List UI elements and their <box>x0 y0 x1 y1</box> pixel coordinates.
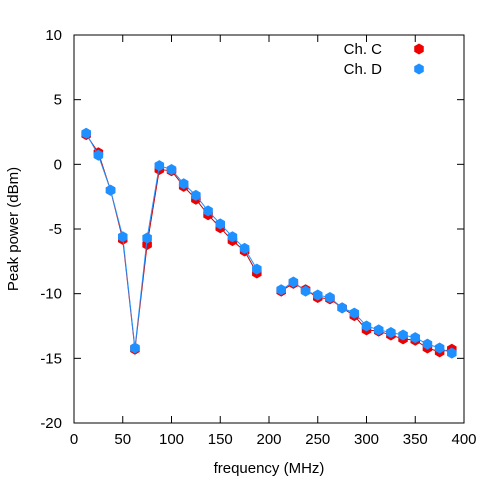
data-point <box>337 302 347 314</box>
data-point <box>386 326 396 338</box>
x-tick-label: 350 <box>403 431 428 448</box>
data-point <box>288 276 299 288</box>
data-point <box>117 231 128 243</box>
y-tick-label: 5 <box>54 92 62 109</box>
data-point <box>203 205 213 217</box>
x-tick-label: 150 <box>208 431 233 448</box>
x-tick-label: 0 <box>70 431 78 448</box>
data-point <box>178 178 189 190</box>
data-point <box>312 289 323 301</box>
y-tick-label: 0 <box>54 156 62 173</box>
x-tick-label: 100 <box>159 431 184 448</box>
data-point <box>227 231 238 243</box>
data-point <box>422 338 433 350</box>
data-point <box>410 332 421 344</box>
y-tick-label: -15 <box>40 350 62 367</box>
series-ch-d <box>81 127 457 359</box>
data-point <box>361 320 372 332</box>
data-point <box>105 184 116 196</box>
data-point <box>215 218 226 230</box>
series-layer <box>81 127 457 359</box>
x-tick-label: 200 <box>256 431 281 448</box>
legend: Ch. C Ch. D <box>344 41 424 78</box>
data-point <box>252 263 262 275</box>
legend-marker <box>414 43 424 55</box>
x-tick-label: 50 <box>114 431 131 448</box>
data-point <box>398 329 408 341</box>
x-tick-label: 400 <box>451 431 476 448</box>
data-point <box>276 284 286 296</box>
data-point <box>373 324 384 336</box>
plot-frame <box>73 34 465 424</box>
data-point <box>142 232 152 244</box>
data-point <box>300 285 311 297</box>
data-point <box>349 307 360 319</box>
plot-area: 0 50 100 150 200 250 300 350 400 -20 -15 -10 -5 0 5 10 <box>40 27 476 448</box>
y-axis-label: Peak power (dBm) <box>5 167 22 291</box>
legend-marker <box>414 63 424 75</box>
data-point <box>154 160 165 172</box>
y-tick-label: -5 <box>49 221 62 238</box>
data-point <box>166 164 177 176</box>
data-point <box>93 149 104 161</box>
y-tick-label: -10 <box>40 286 62 303</box>
data-point <box>191 189 201 201</box>
data-point <box>239 242 250 254</box>
x-axis-label: frequency (MHz) <box>214 460 325 477</box>
data-point <box>130 342 140 354</box>
y-tick-label: -20 <box>40 415 62 432</box>
x-tick-label: 250 <box>305 431 330 448</box>
y-tick-label: 10 <box>45 27 62 44</box>
data-point <box>81 127 91 139</box>
legend-label: Ch. C <box>344 41 383 58</box>
data-point <box>434 342 445 354</box>
data-point <box>325 292 335 304</box>
data-point <box>447 347 457 359</box>
x-tick-label: 300 <box>354 431 379 448</box>
legend-label: Ch. D <box>344 61 383 78</box>
